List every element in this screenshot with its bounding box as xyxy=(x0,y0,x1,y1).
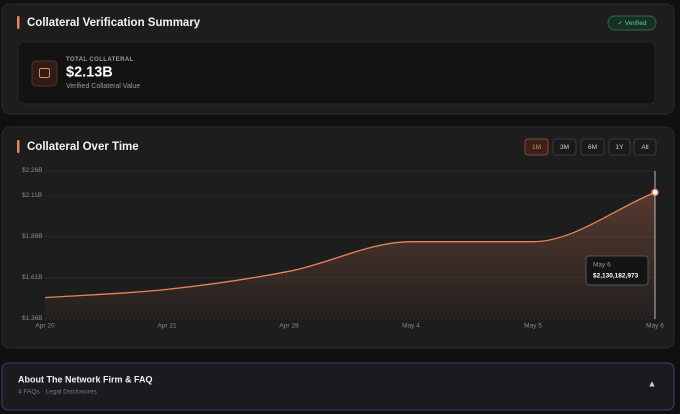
range-button[interactable] xyxy=(633,138,657,156)
y-tick-label: $1.86B xyxy=(22,233,43,240)
range-button[interactable] xyxy=(552,138,577,156)
total-caption: Verified Collateral Value xyxy=(66,83,140,90)
x-tick-label: Apr 28 xyxy=(279,323,299,330)
range-label: 1Y xyxy=(616,144,625,151)
wallet-icon-box xyxy=(31,60,58,87)
range-button[interactable] xyxy=(580,138,605,156)
x-tick-label: May 5 xyxy=(524,323,542,330)
total-label: TOTAL COLLATERAL xyxy=(66,57,134,63)
y-tick-label: $1.36B xyxy=(22,315,43,322)
range-label: 6M xyxy=(588,144,597,151)
accent xyxy=(17,16,20,29)
range-label: All xyxy=(641,144,649,151)
range-button[interactable] xyxy=(524,138,549,156)
tooltip-date: May 6 xyxy=(593,262,611,269)
summary-title: Collateral Verification Summary xyxy=(27,17,201,29)
verified-badge xyxy=(607,15,657,31)
x-tick-label: May 4 xyxy=(402,323,420,330)
faq-subtitle: 4 FAQs · Legal Disclosures xyxy=(18,389,98,396)
range-label: 3M xyxy=(560,144,569,151)
accent xyxy=(17,140,20,153)
range-label: 1M xyxy=(532,144,541,151)
y-tick-label: $2.11B xyxy=(22,192,42,199)
area-fill xyxy=(45,192,655,319)
tooltip-value: $2,130,182,973 xyxy=(593,273,639,280)
total-card xyxy=(17,41,656,105)
faq-panel[interactable] xyxy=(1,362,675,411)
wallet-icon xyxy=(39,68,50,78)
point xyxy=(651,188,659,197)
chart-title: Collateral Over Time xyxy=(27,141,139,153)
total-amount: $2.13B xyxy=(66,64,113,80)
badge-text: ✓ Verified xyxy=(618,20,647,27)
line xyxy=(44,191,656,299)
faq-toggle[interactable]: ▲ xyxy=(648,378,657,388)
x-tick-label: Apr 20 xyxy=(35,323,55,330)
x-tick-label: May 6 xyxy=(646,323,664,330)
range-button[interactable] xyxy=(608,138,631,156)
faq-title: About The Network Firm & FAQ xyxy=(18,374,153,384)
tooltip xyxy=(585,255,649,286)
x-tick-label: Apr 21 xyxy=(157,323,177,330)
y-tick-label: $2.26B xyxy=(22,167,43,174)
y-tick-label: $1.61B xyxy=(22,274,43,281)
